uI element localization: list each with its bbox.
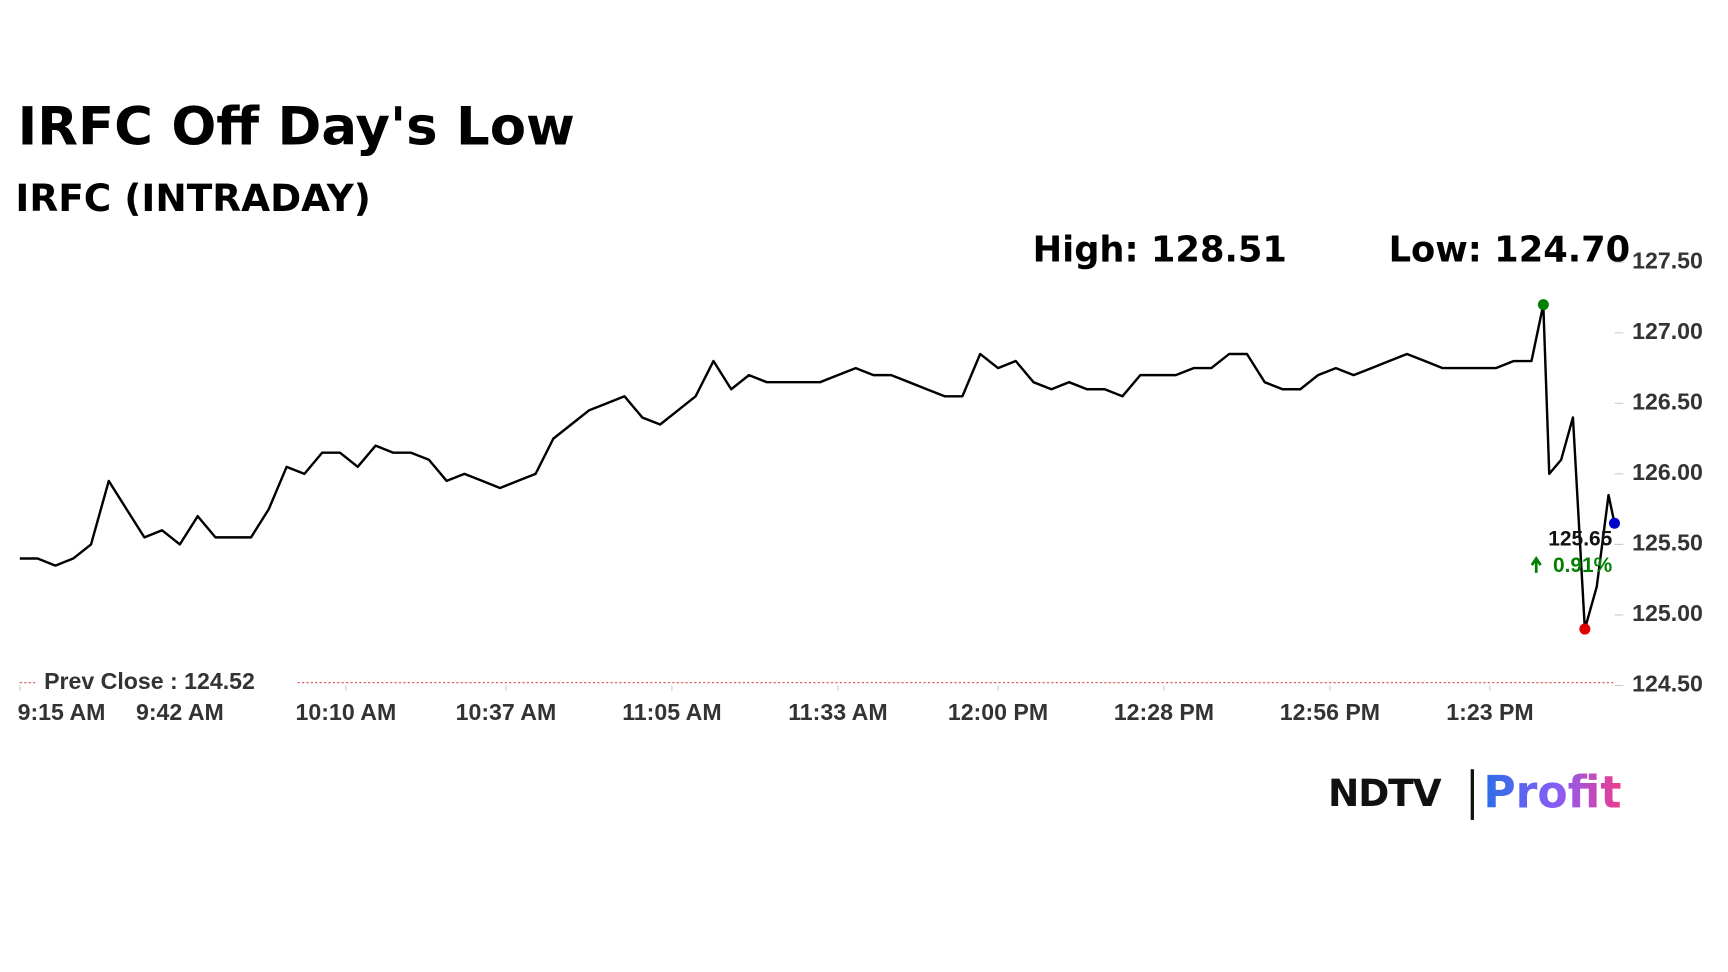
x-tick-label: 9:15 AM [18, 699, 106, 725]
chart-title: IRFC Off Day's Low [18, 97, 575, 158]
y-tick-label: 124.50 [1632, 671, 1703, 697]
low-dot [1579, 623, 1591, 635]
high-annotation: High: 128.51 [1033, 229, 1287, 270]
x-tick-label: 12:28 PM [1114, 699, 1214, 725]
x-tick-label: 1:23 PM [1446, 699, 1533, 725]
prev-close-label: Prev Close : 124.52 [44, 668, 255, 694]
y-tick-label: 125.50 [1632, 530, 1703, 556]
change-arrow [1530, 556, 1542, 573]
y-tick-label: 126.00 [1632, 459, 1703, 485]
chart-subtitle: IRFC (INTRADAY) [15, 176, 370, 220]
change-label: 0.91% [1553, 554, 1613, 577]
x-tick-label: 12:00 PM [948, 699, 1048, 725]
y-tick-label: 125.00 [1632, 600, 1703, 626]
x-tick-label: 11:33 AM [788, 699, 887, 725]
x-tick-label: 10:37 AM [456, 699, 557, 725]
brand-logo: NDTV Profit [1328, 768, 1621, 820]
last-dot [1608, 517, 1620, 529]
x-tick-label: 11:05 AM [622, 699, 721, 725]
brand-product: Profit [1483, 768, 1621, 819]
low-annotation: Low: 124.70 [1389, 229, 1631, 270]
x-tick-label: 10:10 AM [296, 699, 397, 725]
x-tick-label: 9:42 AM [136, 699, 224, 725]
price-line [19, 303, 1616, 631]
prev-close-label-bg [37, 668, 297, 695]
brand-name: NDTV [1328, 771, 1442, 815]
y-tick-label: 127.50 [1632, 247, 1703, 273]
y-tick-label: 127.00 [1632, 318, 1703, 344]
y-tick-label: 126.50 [1632, 388, 1703, 414]
last-value-label: 125.65 [1548, 527, 1612, 550]
x-tick-label: 12:56 PM [1280, 699, 1380, 725]
high-dot [1537, 299, 1549, 311]
